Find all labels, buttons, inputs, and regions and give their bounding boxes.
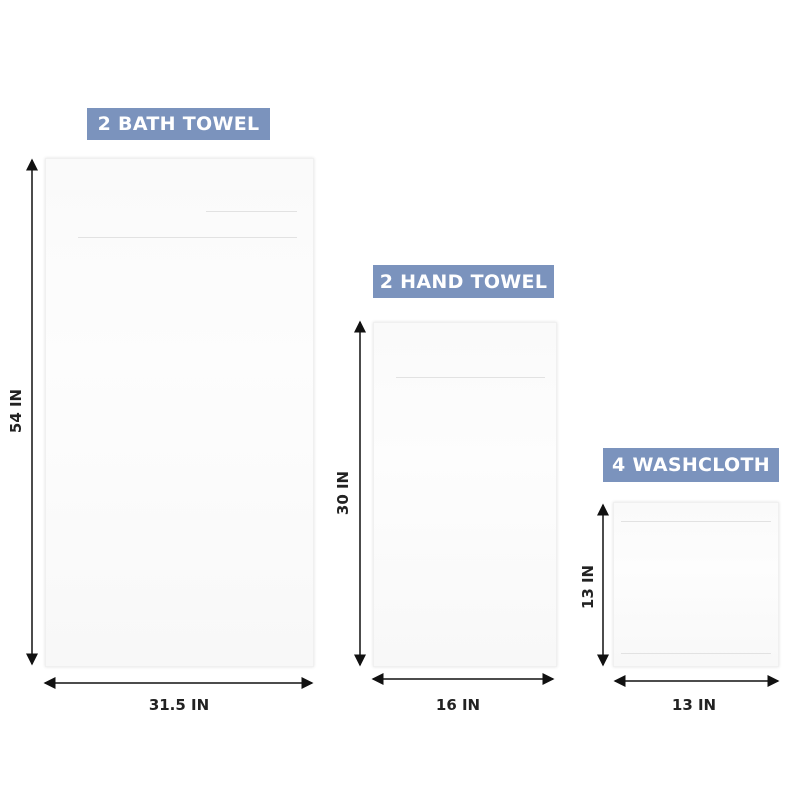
- wash-height-text: 13 IN: [579, 564, 597, 610]
- bath-width-text: 31.5 IN: [148, 696, 210, 714]
- hand-height-text: 30 IN: [334, 470, 352, 516]
- wash-width-text: 13 IN: [671, 696, 717, 714]
- hand-width-text: 16 IN: [435, 696, 481, 714]
- bath-towel-image: [45, 158, 314, 667]
- washcloth-image: [613, 502, 779, 667]
- hand-towel-image: [373, 322, 557, 667]
- washcloth-label: 4 WASHCLOTH: [603, 448, 779, 482]
- hand-towel-label: 2 HAND TOWEL: [373, 265, 554, 298]
- bath-towel-label: 2 BATH TOWEL: [87, 108, 270, 140]
- bath-height-text: 54 IN: [7, 388, 25, 434]
